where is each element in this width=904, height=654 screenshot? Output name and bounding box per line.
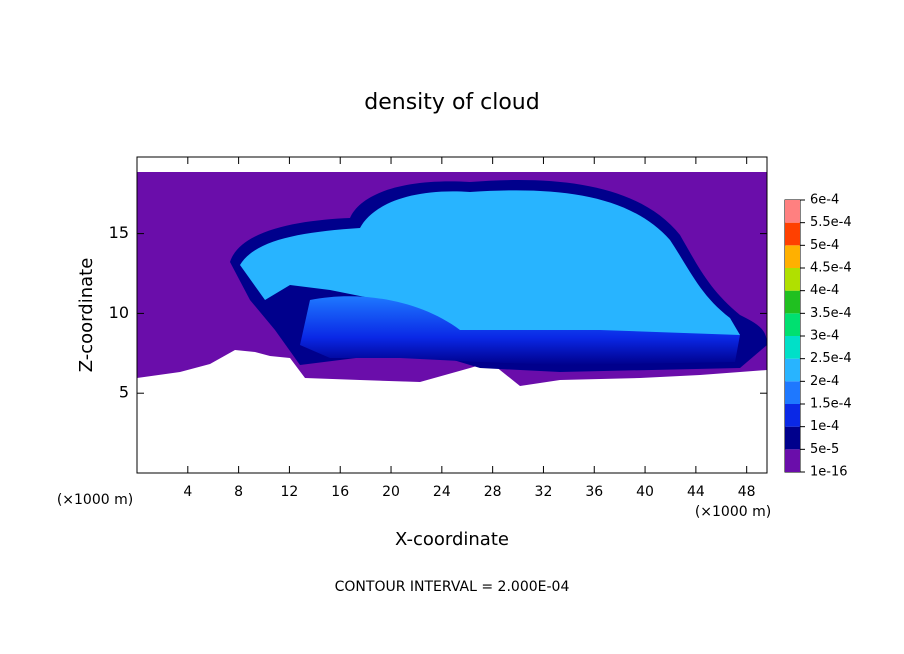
colorbar-tick-label: 1e-4 [810, 419, 839, 434]
y-tick-label: 10 [109, 303, 129, 322]
colorbar-band [785, 245, 800, 268]
y-unit: (×1000 m) [57, 492, 133, 508]
colorbar-band [785, 336, 800, 359]
x-axis-label: X-coordinate [395, 529, 509, 550]
colorbar-band [785, 426, 800, 450]
x-tick-label: 12 [281, 484, 299, 500]
chart-title: density of cloud [364, 90, 539, 115]
colorbar-tick-label: 4e-4 [810, 283, 839, 298]
x-tick-label: 16 [331, 484, 349, 500]
colorbar-band [785, 313, 800, 336]
x-tick-label: 4 [183, 484, 192, 500]
colorbar-band [785, 222, 800, 246]
x-tick-label: 36 [585, 484, 603, 500]
y-tick-label: 5 [119, 383, 129, 402]
colorbar-band [785, 268, 800, 291]
cloud-core [240, 190, 740, 345]
lower-layer [300, 296, 740, 365]
x-tick-label: 32 [535, 484, 553, 500]
colorbar-band [785, 404, 800, 427]
colorbar-band [785, 200, 800, 223]
x-tick-label: 8 [234, 484, 243, 500]
y-tick-label: 15 [109, 223, 129, 242]
colorbar-tick-label: 5e-5 [810, 442, 839, 457]
colorbar-band [785, 290, 800, 314]
colorbar-band [785, 358, 800, 382]
colorbar-tick-label: 4.5e-4 [810, 261, 852, 276]
x-tick-label: 24 [433, 484, 451, 500]
colorbar-tick-label: 1.5e-4 [810, 397, 852, 412]
colorbar-tick-label: 1e-16 [810, 465, 848, 480]
x-tick-label: 48 [738, 484, 756, 500]
plot-frame [136, 156, 768, 474]
colorbar-tick-label: 3.5e-4 [810, 306, 852, 321]
colorbar-tick-label: 2.5e-4 [810, 351, 852, 366]
colorbar-band [785, 449, 800, 472]
y-axis-label: Z-coordinate [76, 258, 97, 373]
field [137, 172, 767, 386]
x-tick-label: 44 [687, 484, 705, 500]
colorbar-tick-label: 6e-4 [810, 193, 839, 208]
x-unit: (×1000 m) [695, 504, 771, 520]
colorbar-tick-label: 5.5e-4 [810, 215, 852, 230]
colorbar-band [785, 381, 800, 404]
x-tick-label: 40 [636, 484, 654, 500]
x-tick-label: 20 [382, 484, 400, 500]
contour-interval: CONTOUR INTERVAL = 2.000E-04 [335, 579, 570, 595]
colorbar-tick-label: 2e-4 [810, 374, 839, 389]
colorbar-tick-label: 5e-4 [810, 238, 839, 253]
colorbar-tick-label: 3e-4 [810, 329, 839, 344]
x-tick-label: 28 [484, 484, 502, 500]
